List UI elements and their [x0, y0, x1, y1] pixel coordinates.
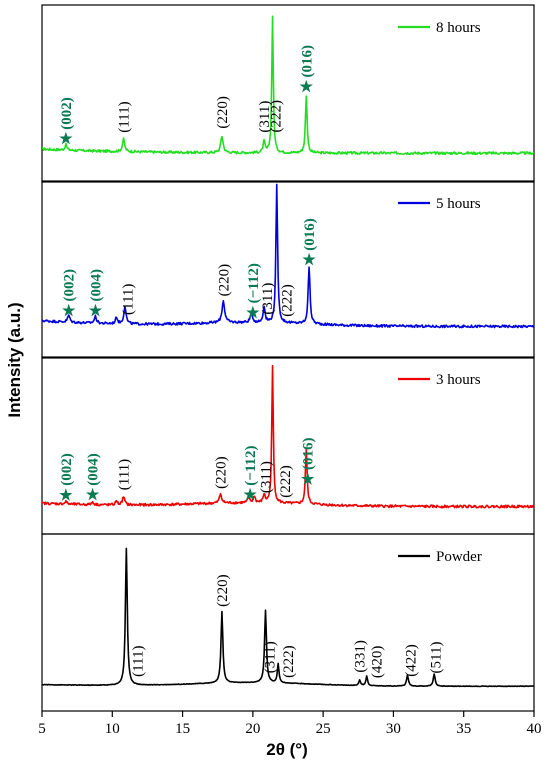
peak-label: (422) [403, 644, 419, 677]
peak-star-marker: ★ [59, 488, 73, 504]
peak-label: (016) [299, 45, 315, 78]
peak-label: (420) [370, 646, 386, 679]
peak-label: (004) [88, 269, 104, 302]
x-tick-label: 30 [386, 721, 401, 737]
peak-label: (220) [215, 574, 231, 607]
peak-label: (016) [301, 438, 317, 471]
y-axis-title: Intensity (a.u.) [5, 302, 24, 417]
x-axis: 5 10 15 20 25 30 35 40 [38, 711, 542, 737]
peak-star-marker: ★ [302, 253, 316, 269]
x-tick-label: 15 [175, 721, 190, 737]
peak-label: (002) [59, 453, 75, 486]
peak-label: (222) [268, 100, 284, 133]
series-line [41, 364, 535, 509]
x-tick-label: 35 [456, 721, 471, 737]
peak-star-marker: ★ [301, 472, 315, 488]
x-tick-label: 10 [105, 721, 120, 737]
peak-label: (−112) [243, 445, 259, 485]
series-line [41, 183, 535, 329]
peak-label: (−112) [246, 263, 262, 303]
peak-label: (002) [59, 97, 75, 130]
peak-label: (002) [62, 269, 78, 302]
panel-0: 8 hours ★ (002) (111) (220) (311)(222) ★ (016) [41, 4, 535, 183]
legend-label: 8 hours [436, 20, 481, 36]
peak-star-marker: ★ [59, 132, 73, 148]
x-tick-label: 20 [245, 721, 260, 737]
peak-label: (016) [302, 218, 318, 251]
peak-label: (511) [429, 642, 445, 674]
peak-label: (111) [121, 284, 137, 315]
x-tick-label: 5 [38, 721, 46, 737]
peak-label: (220) [214, 456, 230, 489]
peak-label: (111) [131, 646, 147, 677]
peak-star-marker: ★ [86, 488, 100, 504]
x-tick-label: 40 [527, 721, 542, 737]
panel-2: 3 hours ★ (002) ★ (004) (111) (220) ★ (−112) (311… [41, 356, 535, 535]
peak-star-marker: ★ [300, 80, 314, 96]
peak-star-marker: ★ [243, 488, 257, 504]
peak-label: (111) [117, 459, 133, 490]
peak-star-marker: ★ [62, 304, 76, 320]
panel-1: 5 hours★(002)★(004) (111)(220)★(−112)(311… [41, 180, 535, 359]
panels-layer: 8 hours★(002) (111) (220) (311)(222)★(016)5… [41, 4, 535, 712]
legend-label: Powder [436, 549, 482, 565]
x-axis-title: 2θ (°) [266, 740, 308, 759]
peak-star-marker: ★ [89, 303, 103, 319]
x-tick-label: 25 [316, 721, 331, 737]
panel-frame [41, 4, 535, 183]
peak-label: (311) [257, 101, 273, 133]
peak-label: (111) [117, 101, 133, 132]
panel-frame [41, 533, 535, 712]
peak-label: (311) [263, 641, 279, 673]
series-line [41, 547, 535, 688]
peak-label: (311) [259, 461, 275, 493]
series-line [41, 15, 535, 156]
legend-label: 5 hours [436, 196, 481, 212]
peak-star-marker: ★ [246, 305, 260, 321]
peak-label: (222) [281, 645, 297, 678]
panel-3: Powder (111) (220) (311) (222) (331) (420) (422… [41, 533, 535, 712]
peak-label: (311) [260, 283, 276, 315]
peak-label: (004) [86, 453, 102, 486]
peak-label: (222) [278, 465, 294, 498]
peak-label: (220) [215, 96, 231, 129]
peak-label: (220) [216, 264, 232, 297]
peak-label: (222) [280, 284, 296, 317]
panel-frame [41, 180, 535, 359]
legend-label: 3 hours [436, 372, 481, 388]
peak-label: (331) [353, 640, 369, 673]
